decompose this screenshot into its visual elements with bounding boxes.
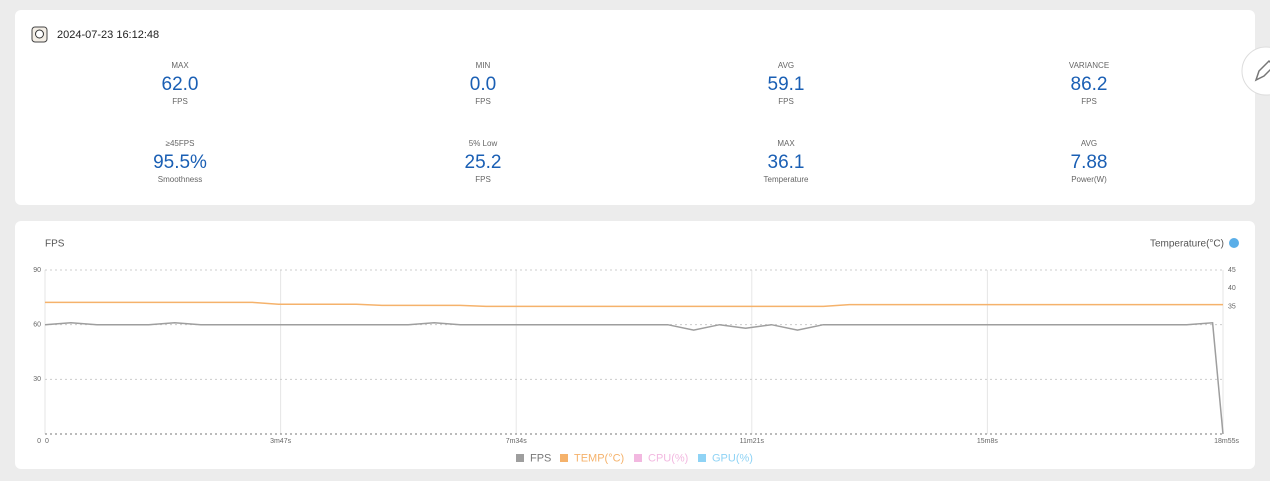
legend-swatch xyxy=(516,454,524,462)
stat-value: 59.1 xyxy=(768,74,805,95)
stat-unit: FPS xyxy=(172,97,188,106)
stat-unit: Power(W) xyxy=(1071,175,1107,184)
stat-value: 7.88 xyxy=(1071,152,1108,173)
chart-card xyxy=(15,221,1255,469)
y-tick-label: 90 xyxy=(33,267,41,274)
stat-label: MAX xyxy=(171,61,189,70)
legend-label[interactable]: GPU(%) xyxy=(712,452,753,464)
y-tick-label: 60 xyxy=(33,322,41,329)
legend-label[interactable]: TEMP(°C) xyxy=(574,452,624,464)
stat-unit: Smoothness xyxy=(158,175,202,184)
legend-label[interactable]: FPS xyxy=(530,452,551,464)
stat-value: 25.2 xyxy=(465,152,502,173)
stat-unit: Temperature xyxy=(764,175,809,184)
y2-tick-label: 35 xyxy=(1228,303,1236,310)
datetime: 2024-07-23 16:12:48 xyxy=(57,29,159,41)
x-tick-label: 18m55s xyxy=(1214,438,1239,445)
stat-label: AVG xyxy=(1081,139,1097,148)
stat-label: AVG xyxy=(778,61,794,70)
x-tick-label: 7m34s xyxy=(506,438,528,445)
stat-value: 86.2 xyxy=(1071,74,1108,95)
stat-label: 5% Low xyxy=(469,139,498,148)
x-tick-label: 11m21s xyxy=(740,438,765,445)
stat-value: 36.1 xyxy=(768,152,805,173)
x-tick-label: 15m8s xyxy=(977,438,999,445)
legend-label[interactable]: CPU(%) xyxy=(648,452,688,464)
series-line xyxy=(45,301,1223,308)
y-tick-label: 0 xyxy=(37,438,41,445)
edit-button[interactable] xyxy=(1241,46,1270,96)
stat-unit: FPS xyxy=(475,97,491,106)
stat-value: 95.5% xyxy=(153,152,207,173)
legend-swatch xyxy=(560,454,568,462)
legend-swatch xyxy=(634,454,642,462)
y-tick-label: 30 xyxy=(33,376,41,383)
stat-label: MIN xyxy=(476,61,491,70)
stats-card xyxy=(15,10,1255,205)
y2-tick-label: 45 xyxy=(1228,267,1236,274)
stat-label: VARIANCE xyxy=(1069,61,1109,70)
y-axis-title: FPS xyxy=(45,239,65,250)
stat-label: ≥45FPS xyxy=(166,139,195,148)
stat-value: 0.0 xyxy=(470,74,496,95)
stat-unit: FPS xyxy=(1081,97,1097,106)
stat-unit: FPS xyxy=(475,175,491,184)
legend-swatch xyxy=(698,454,706,462)
y2-tick-label: 40 xyxy=(1228,285,1236,292)
stat-value: 62.0 xyxy=(162,74,199,95)
avatar xyxy=(31,26,48,43)
series-line xyxy=(44,321,1224,435)
x-tick-label: 3m47s xyxy=(270,438,292,445)
x-tick-label: 0 xyxy=(45,438,49,445)
refresh-icon[interactable] xyxy=(1229,238,1239,248)
stat-unit: FPS xyxy=(778,97,794,106)
stat-label: MAX xyxy=(777,139,795,148)
y2-axis-title: Temperature(°C) xyxy=(1150,239,1224,250)
